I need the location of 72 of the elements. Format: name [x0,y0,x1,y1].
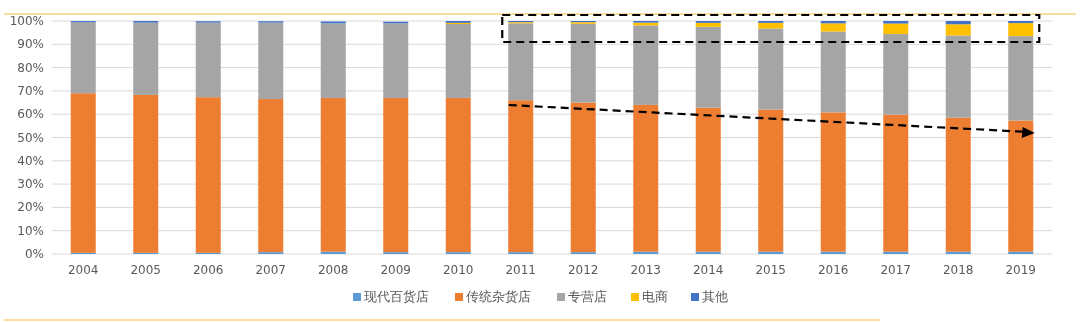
x-tick-label: 2012 [567,263,599,277]
legend-label: 其他 [702,289,728,304]
bar [570,23,596,103]
x-tick-label: 2009 [380,263,412,277]
bar [570,102,596,253]
x-tick-label: 2007 [255,263,287,277]
bar [945,35,971,118]
legend-label: 电商 [642,289,668,304]
y-tick-label: 0% [24,247,44,261]
x-tick-label: 2016 [817,263,849,277]
bar [945,24,971,36]
bar [1008,21,1034,24]
bar [320,23,346,98]
y-tick-label: 50% [17,130,44,145]
bar [70,93,96,253]
bar [383,23,409,98]
bar [883,21,909,24]
bar [195,97,221,253]
legend-label: 传统杂货店 [466,289,531,304]
x-tick-label: 2006 [192,263,224,277]
x-tick-label: 2010 [442,263,474,277]
bar [883,34,909,115]
bar [1008,23,1034,37]
bar [133,94,159,253]
bar [695,26,721,108]
bar [883,114,909,252]
bar [508,23,534,101]
y-tick-label: 90% [17,37,44,52]
bar [1008,36,1034,121]
bar [258,99,284,253]
bar [820,23,846,32]
bar [320,97,346,252]
bar [445,24,471,98]
bar [633,104,659,252]
y-tick-label: 100% [9,14,44,28]
y-tick-label: 60% [17,107,44,122]
bar [883,23,909,35]
bar [758,28,784,110]
bar [383,97,409,253]
y-tick-label: 30% [17,177,44,192]
y-tick-label: 40% [17,153,44,168]
x-tick-label: 2018 [942,263,974,277]
y-tick-label: 70% [17,83,44,98]
legend-label: 现代百货店 [364,289,429,304]
x-tick-label: 2004 [67,263,99,277]
x-tick-label: 2011 [505,263,537,277]
bar [820,112,846,252]
x-tick-label: 2015 [755,263,787,277]
legend-label: 专营店 [568,289,607,304]
x-tick-label: 2017 [880,263,912,277]
x-tick-label: 2013 [630,263,662,277]
bar [945,117,971,252]
x-tick-label: 2008 [317,263,349,277]
x-tick-label: 2019 [1005,263,1037,277]
bar [820,31,846,113]
x-tick-label: 2014 [692,263,724,277]
bar [133,22,159,95]
x-tick-label: 2005 [130,263,162,277]
bar [508,100,534,253]
bar [695,107,721,252]
bar [258,22,284,100]
y-tick-label: 20% [17,200,44,215]
bar [445,97,471,253]
bar [1008,120,1034,252]
bar [70,22,96,94]
bar [695,22,721,27]
y-tick-label: 10% [17,223,44,238]
bar [945,21,971,25]
bar [633,25,659,105]
bar [195,22,221,98]
bar [758,109,784,252]
y-tick-label: 80% [17,60,44,75]
